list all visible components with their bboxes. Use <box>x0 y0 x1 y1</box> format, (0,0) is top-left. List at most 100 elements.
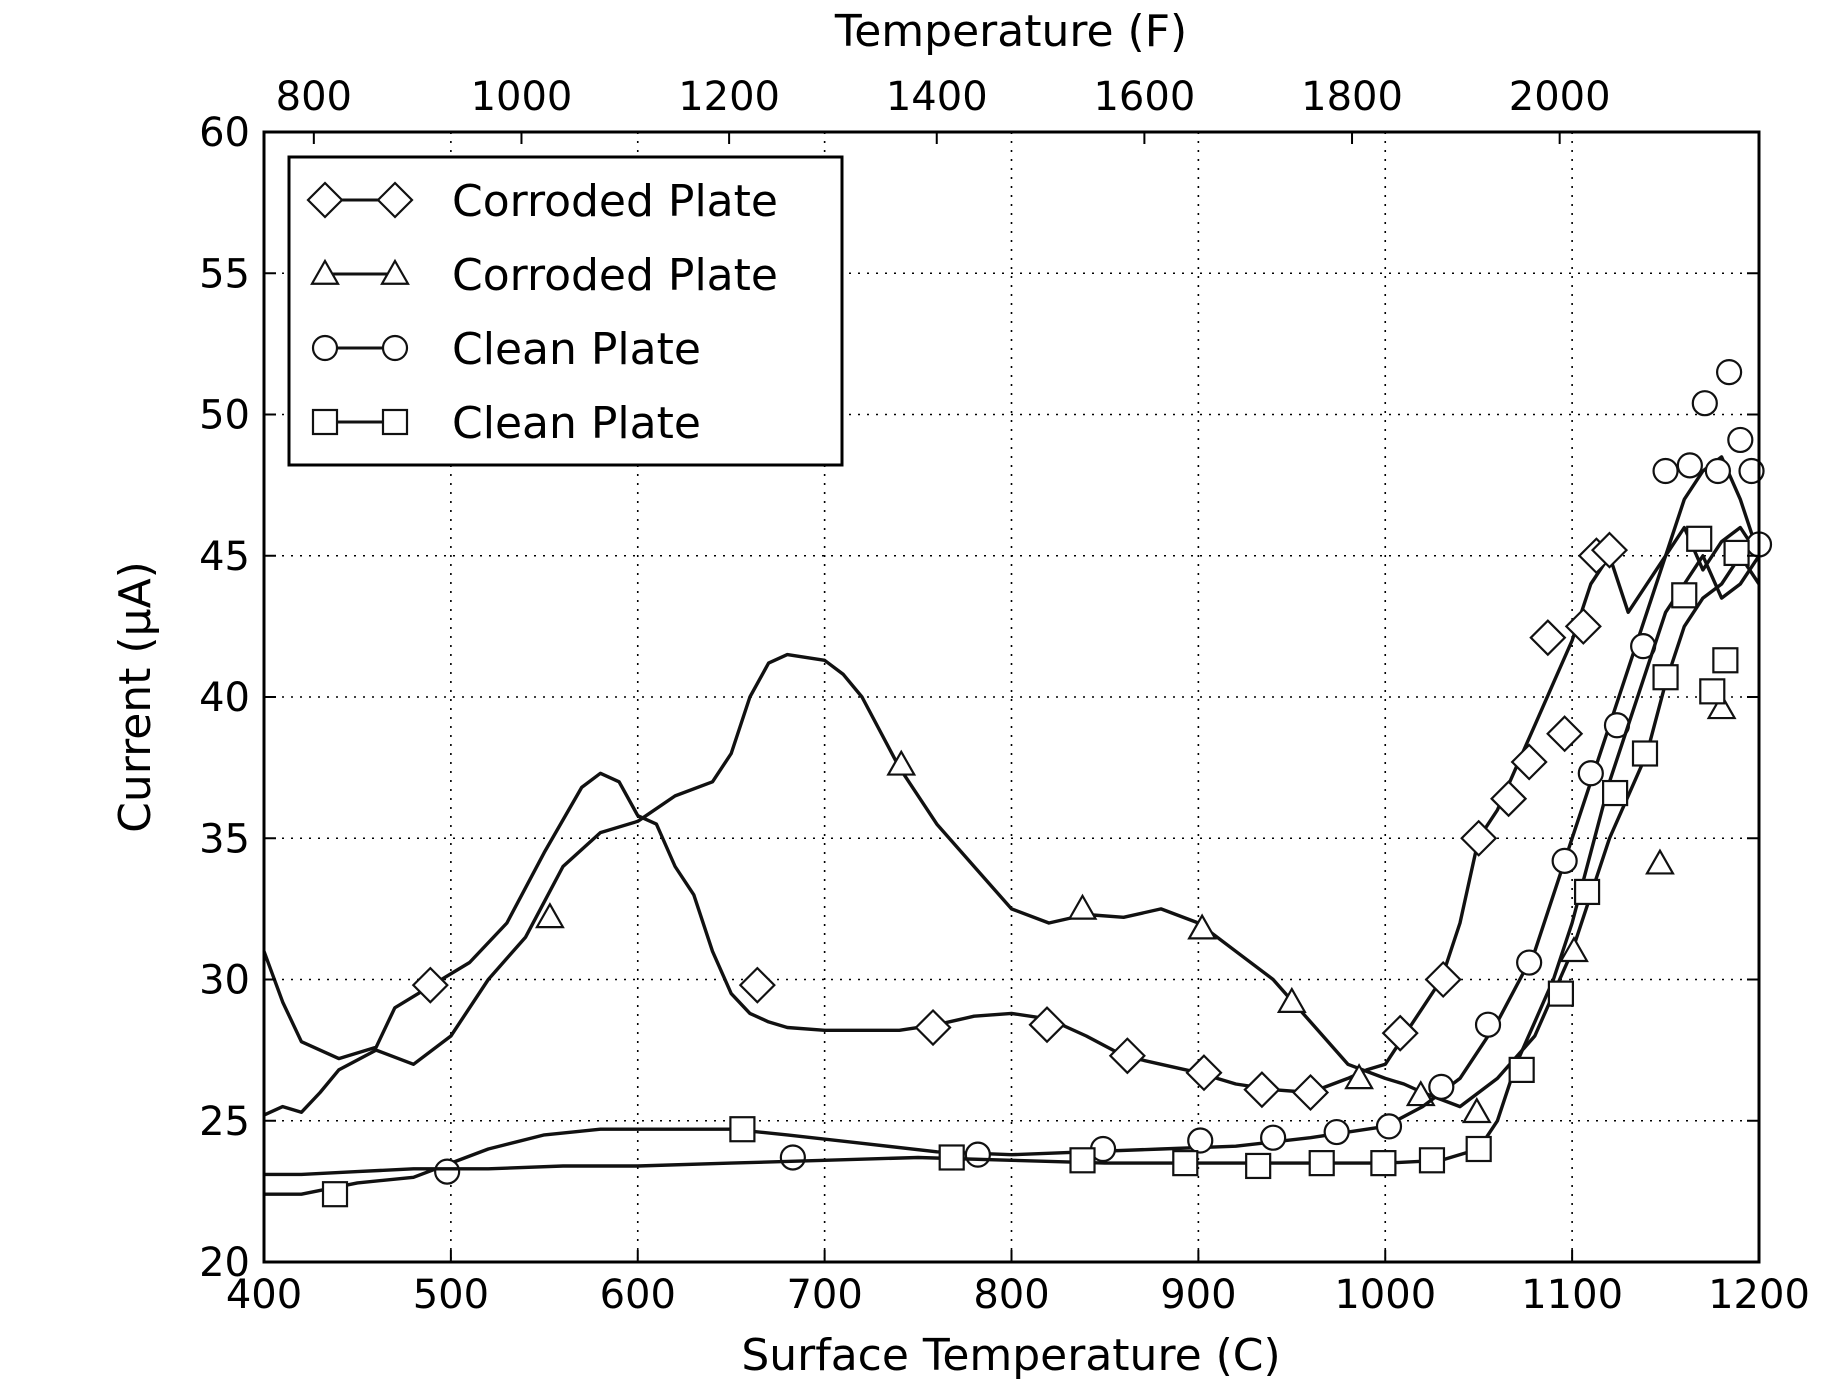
data-point-triangle <box>535 902 565 929</box>
data-point-circle <box>1577 760 1604 787</box>
y-axis-title: Current (μA) <box>110 561 161 833</box>
data-point-triangle <box>1461 1097 1492 1124</box>
x2-tick-label: 2000 <box>1509 74 1611 120</box>
data-point-diamond <box>1381 1014 1419 1052</box>
x-tick-label: 600 <box>600 1272 676 1318</box>
data-point-diamond <box>411 966 449 1004</box>
x2-tick-label: 1400 <box>886 74 988 120</box>
y-tick-label: 35 <box>199 816 250 862</box>
data-point-triangle <box>1187 913 1218 940</box>
legend: Corroded Plate Corroded Plate Clean Plate C… <box>287 155 844 467</box>
data-point-circle <box>1715 359 1743 386</box>
y-tick-label: 40 <box>199 675 250 721</box>
legend-label: Clean Plate <box>452 398 701 449</box>
data-point-circle <box>1704 457 1731 485</box>
data-point-triangle <box>1405 1080 1436 1107</box>
data-point-square <box>1652 664 1679 691</box>
data-point-square <box>1245 1152 1272 1180</box>
data-point-square <box>1602 779 1629 807</box>
data-point-square <box>1465 1135 1492 1163</box>
data-point-triangle <box>1706 693 1737 720</box>
data-point-diamond <box>1028 1006 1066 1044</box>
data-point-square <box>1723 539 1750 567</box>
data-point-diamond <box>1490 780 1528 818</box>
legend-marker-triangle <box>380 258 410 285</box>
data-point-square <box>938 1144 965 1171</box>
data-point-circle <box>779 1144 806 1171</box>
data-point-square <box>1573 878 1601 906</box>
data-point-diamond <box>914 1008 952 1047</box>
y-tick-label: 50 <box>199 393 250 439</box>
data-point-circle <box>1474 1011 1502 1038</box>
legend-entry: Clean Plate <box>311 324 701 375</box>
x-axis-title: Surface Temperature (C) <box>741 1330 1280 1381</box>
legend-marker-diamond <box>376 181 414 219</box>
data-point-diamond <box>1243 1071 1281 1109</box>
x-tick-label: 900 <box>1160 1272 1236 1318</box>
data-point-square <box>1308 1150 1335 1177</box>
y-tick-label: 25 <box>199 1099 250 1145</box>
data-point-diamond <box>1108 1037 1146 1075</box>
x-tick-label: 500 <box>413 1272 489 1318</box>
data-point-circle <box>1187 1127 1214 1154</box>
series-square <box>264 525 1761 1208</box>
grid <box>264 132 1759 1262</box>
data-point-circle <box>1375 1113 1403 1140</box>
data-point-triangle <box>1344 1063 1374 1090</box>
legend-box <box>287 155 844 467</box>
data-point-diamond <box>1510 743 1548 781</box>
x2-tick-label: 1000 <box>471 74 573 120</box>
data-point-diamond <box>1564 607 1602 645</box>
data-point-circle <box>1428 1073 1455 1100</box>
y-tick-label: 45 <box>199 534 250 580</box>
legend-label: Corroded Plate <box>452 250 778 301</box>
legend-entry: Corroded Plate <box>310 250 778 301</box>
data-point-diamond <box>1460 819 1498 857</box>
data-point-circle <box>1260 1124 1287 1151</box>
data-point-square <box>1370 1150 1397 1177</box>
legend-entry: Clean Plate <box>311 398 701 449</box>
legend-entry: Corroded Plate <box>306 176 778 227</box>
series-line-square <box>264 554 1761 1177</box>
y-tick-label: 60 <box>199 110 250 156</box>
series-diamond <box>262 525 1761 1112</box>
data-point-diamond <box>1291 1073 1330 1112</box>
data-point-square <box>1508 1056 1535 1084</box>
axis-ticks: 400 500 600 700 800 900 1000 1100 1200 20 25 30 35 40… <box>199 74 1810 1318</box>
legend-label: Clean Plate <box>452 324 701 375</box>
data-point-triangle <box>886 749 917 776</box>
data-point-square <box>1631 740 1659 767</box>
data-point-diamond <box>1546 715 1584 753</box>
data-point-triangle <box>1276 986 1307 1013</box>
data-point-square <box>1069 1147 1096 1174</box>
data-point-square <box>321 1181 349 1208</box>
data-point-circle <box>1551 847 1578 874</box>
legend-marker-diamond <box>306 181 344 219</box>
data-point-circle <box>1727 426 1754 454</box>
y-tick-label: 30 <box>199 958 250 1004</box>
series-triangle <box>263 554 1761 1124</box>
data-point-diamond <box>1185 1054 1223 1092</box>
legend-marker-circle <box>381 334 409 362</box>
x2-tick-label: 1800 <box>1301 74 1403 120</box>
data-point-diamond <box>1424 960 1462 999</box>
data-point-circle <box>1652 457 1679 485</box>
x2-tick-label: 1200 <box>678 74 780 120</box>
data-point-circle <box>1691 390 1718 417</box>
data-point-circle <box>434 1158 461 1185</box>
series-circle <box>264 359 1773 1196</box>
data-point-square <box>1172 1150 1199 1177</box>
data-point-circle <box>1323 1118 1350 1146</box>
data-point-square <box>729 1116 756 1143</box>
series-line-diamond <box>262 525 1761 1095</box>
data-point-square <box>1671 582 1698 609</box>
x-tick-label: 400 <box>226 1272 302 1318</box>
y-tick-label: 55 <box>199 251 250 297</box>
legend-marker-square <box>381 408 409 436</box>
x-tick-label: 1100 <box>1521 1272 1623 1318</box>
data-point-diamond <box>738 966 776 1004</box>
data-point-triangle <box>1645 848 1675 875</box>
data-point-circle <box>964 1141 991 1168</box>
legend-label: Corroded Plate <box>452 176 778 227</box>
